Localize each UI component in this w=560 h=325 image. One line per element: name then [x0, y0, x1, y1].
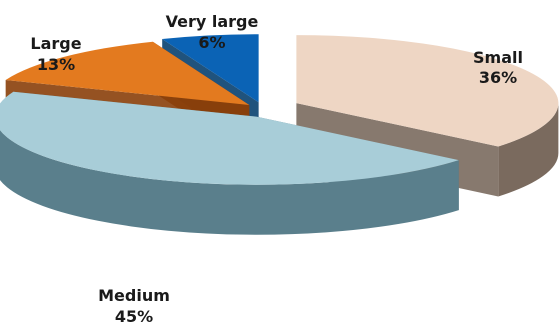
- slice-small: [296, 35, 559, 147]
- slice-medium: [0, 91, 459, 185]
- slice-side-small: [498, 103, 559, 197]
- label-large-value: 13%: [37, 55, 75, 74]
- slice-side-medium: [0, 130, 459, 235]
- label-small-value: 36%: [479, 68, 517, 87]
- label-medium-name: Medium: [98, 286, 170, 305]
- pie-slices: [0, 34, 559, 185]
- slice-large: [5, 41, 250, 105]
- label-very-large-value: 6%: [198, 33, 225, 52]
- label-medium-value: 45%: [115, 307, 153, 325]
- slice-very-large: [162, 34, 259, 103]
- label-small-name: Small: [473, 48, 523, 67]
- label-very-large-name: Very large: [166, 12, 259, 31]
- label-large-name: Large: [30, 34, 81, 53]
